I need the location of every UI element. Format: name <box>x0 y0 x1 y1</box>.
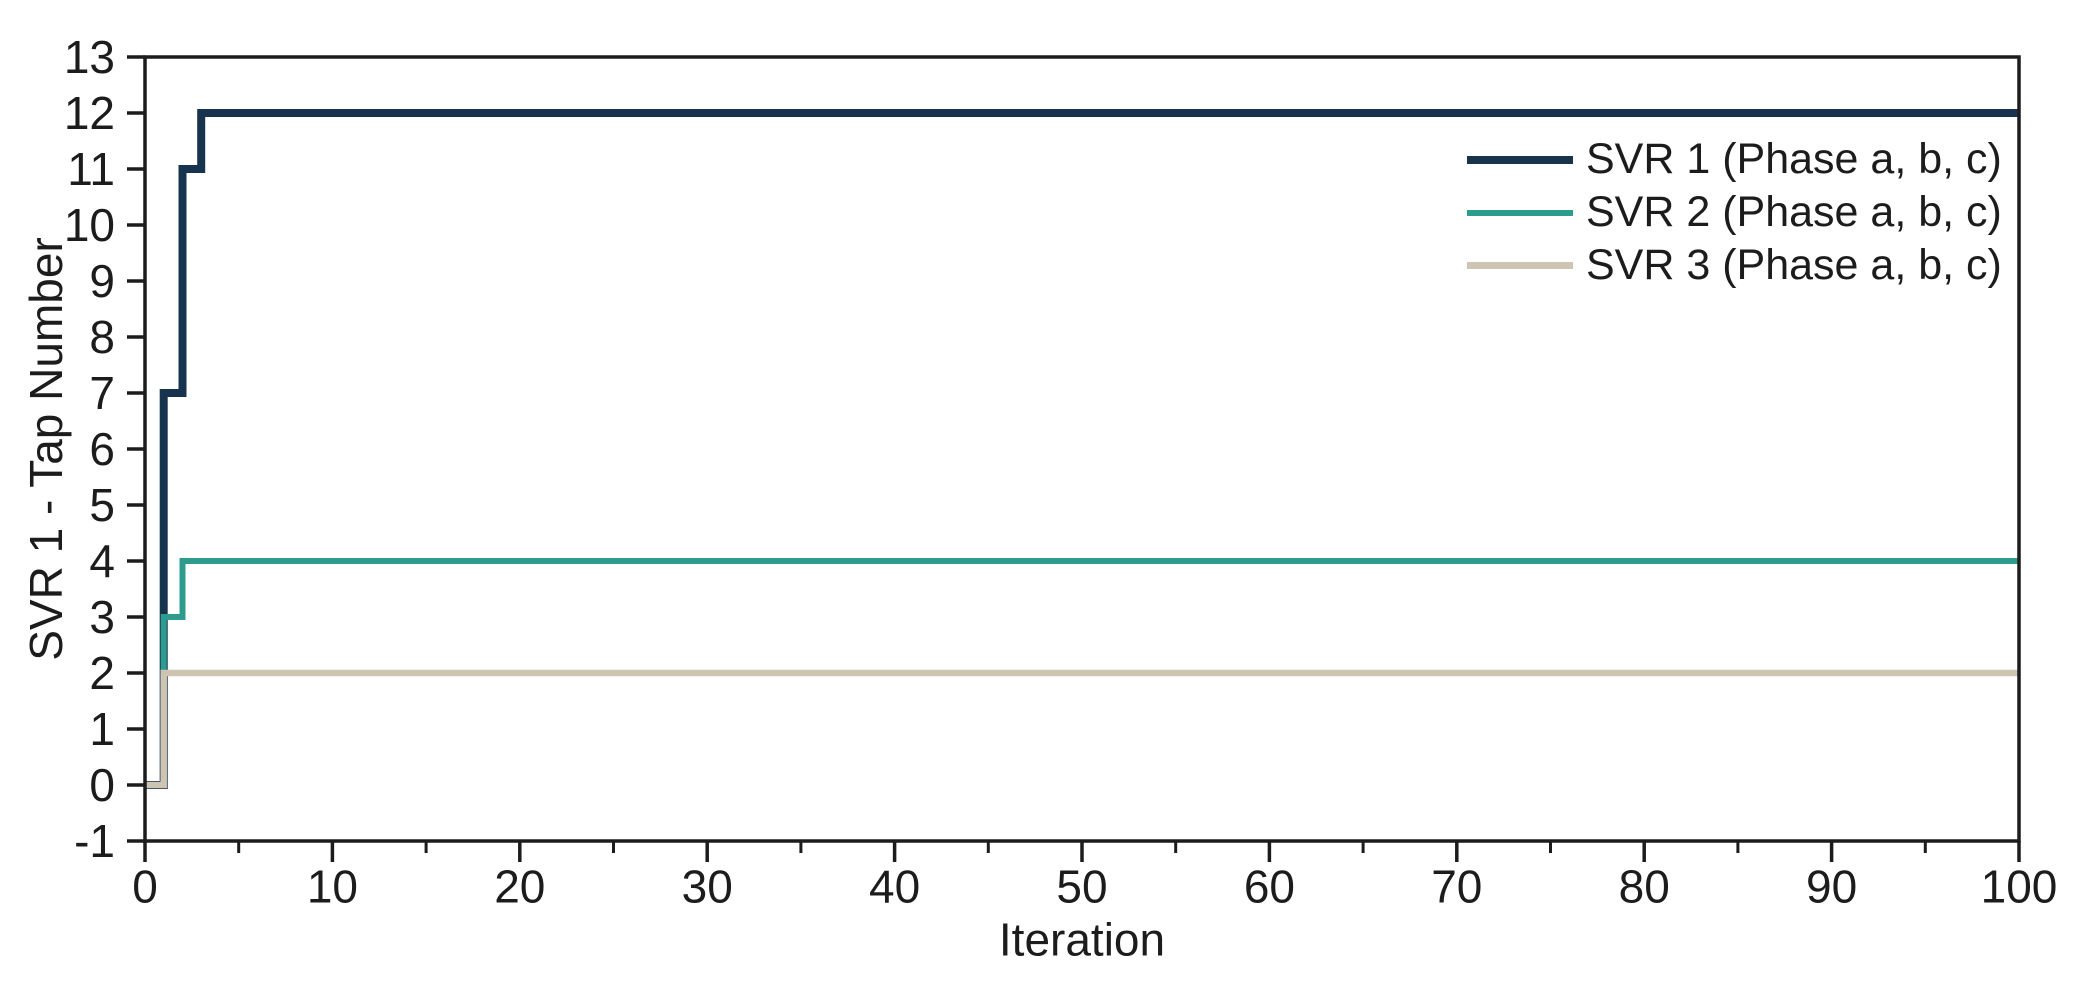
x-tick-label: 30 <box>682 861 733 913</box>
y-tick-label: 4 <box>89 535 115 587</box>
y-tick-label: 6 <box>89 423 115 475</box>
y-axis-title: SVR 1 - Tap Number <box>20 237 72 661</box>
x-tick-label: 60 <box>1244 861 1295 913</box>
y-tick-label: 13 <box>64 31 115 83</box>
y-tick-label: 10 <box>64 199 115 251</box>
x-tick-label: 50 <box>1056 861 1107 913</box>
legend-line-swatch <box>1467 209 1573 216</box>
y-tick-label: 3 <box>89 591 115 643</box>
legend-line-swatch <box>1467 155 1573 164</box>
series-line-svr-3 <box>145 669 2019 789</box>
x-tick-label: 40 <box>869 861 920 913</box>
y-tick-label: 5 <box>89 479 115 531</box>
legend-label: SVR 3 (Phase a, b, c) <box>1586 241 2002 289</box>
legend-label: SVR 1 (Phase a, b, c) <box>1586 135 2002 183</box>
y-tick-label: 9 <box>89 255 115 307</box>
y-tick-label: -1 <box>74 815 115 867</box>
y-tick-label: 11 <box>67 143 115 195</box>
y-tick-label: 8 <box>89 311 115 363</box>
y-tick-label: 1 <box>89 703 115 755</box>
x-tick-label: 0 <box>132 861 158 913</box>
legend-item: SVR 3 (Phase a, b, c) <box>1467 239 2002 292</box>
x-axis-title: Iteration <box>999 914 1165 966</box>
x-tick-label: 100 <box>1981 861 2058 913</box>
x-tick-label: 80 <box>1619 861 1670 913</box>
legend-line-swatch <box>1467 262 1573 269</box>
x-tick-label: 10 <box>307 861 358 913</box>
y-tick-label: 2 <box>89 647 115 699</box>
legend-item: SVR 1 (Phase a, b, c) <box>1467 133 2002 186</box>
x-tick-label: 70 <box>1431 861 1482 913</box>
x-tick-label: 20 <box>494 861 545 913</box>
y-tick-label: 0 <box>89 759 115 811</box>
y-tick-label: 12 <box>64 87 115 139</box>
legend-item: SVR 2 (Phase a, b, c) <box>1467 186 2002 239</box>
y-tick-label: 7 <box>89 367 115 419</box>
x-tick-label: 90 <box>1806 861 1857 913</box>
legend-label: SVR 2 (Phase a, b, c) <box>1586 188 2002 236</box>
legend: SVR 1 (Phase a, b, c) SVR 2 (Phase a, b, … <box>1467 133 2002 292</box>
